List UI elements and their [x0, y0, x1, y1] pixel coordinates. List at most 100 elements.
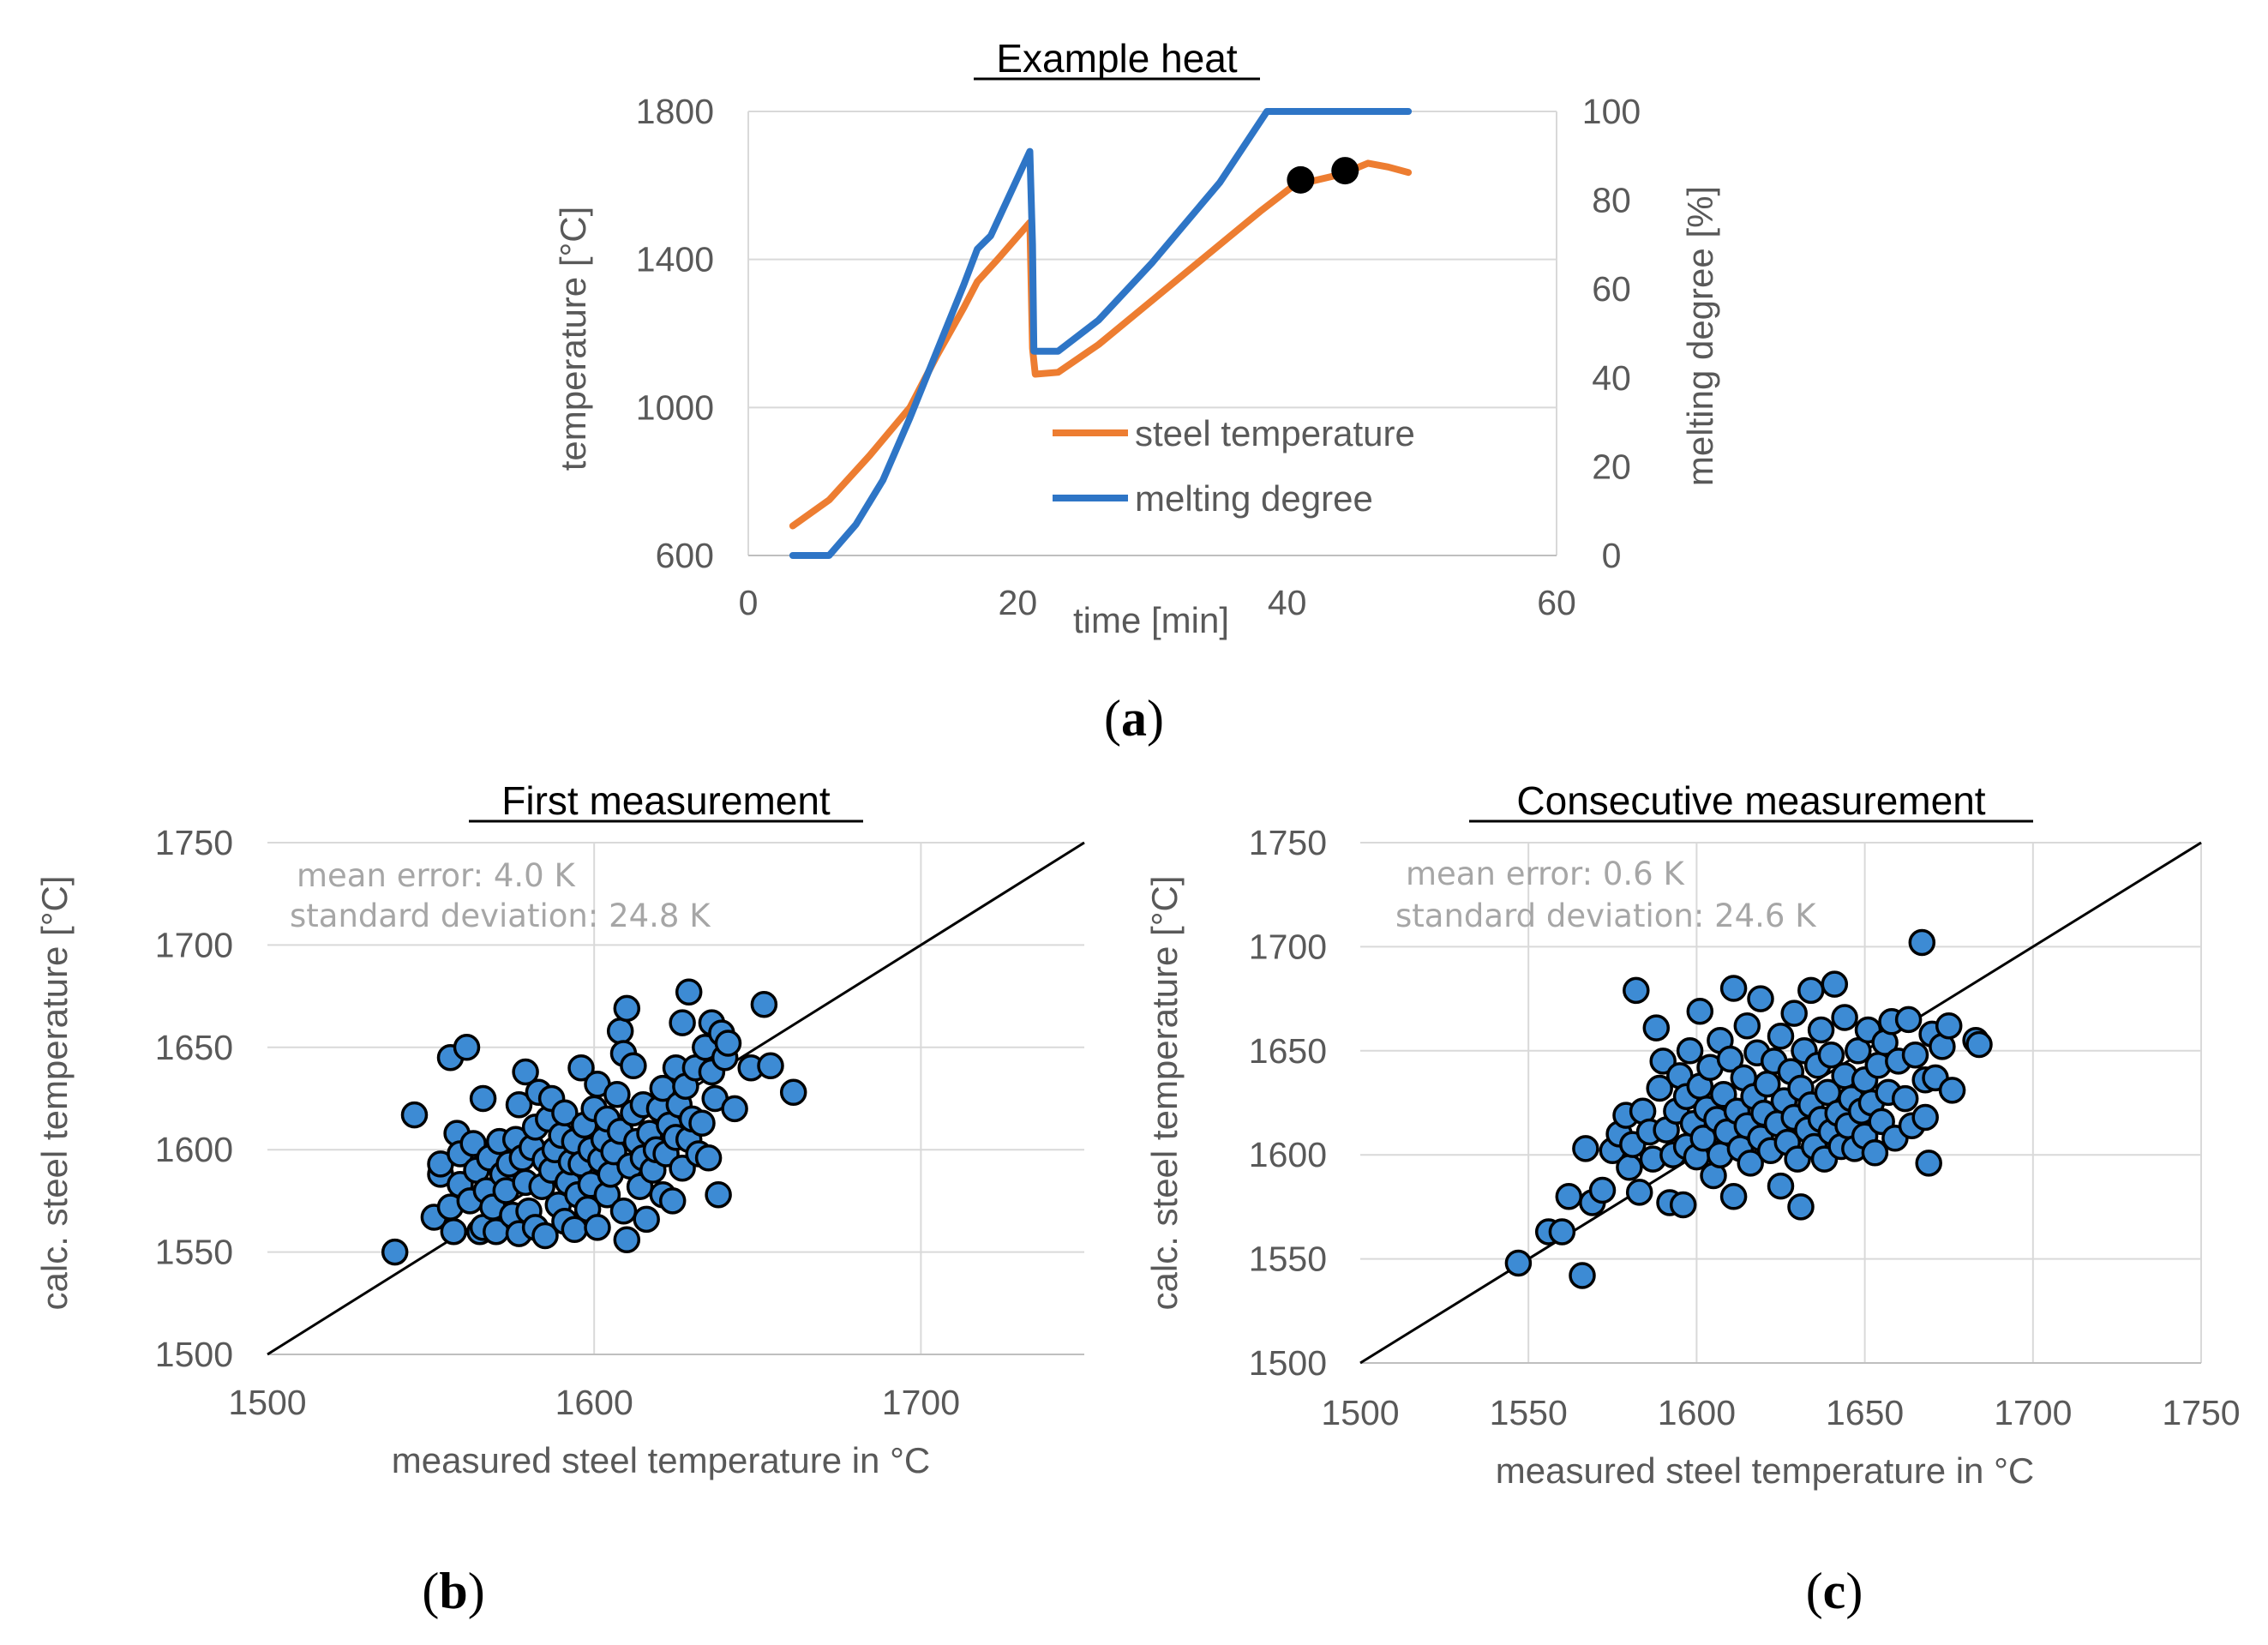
- data-point: [1797, 976, 1825, 1005]
- data-point: [1588, 1176, 1617, 1204]
- data-point: [603, 1080, 631, 1108]
- panel-a-legend: steel temperature melting degree: [1053, 413, 1415, 519]
- y-tick-label: 1750: [1249, 823, 1327, 862]
- panel-b-ylabel: calc. steel temperature [°C]: [34, 876, 75, 1311]
- y-tick-label: 1700: [1249, 927, 1327, 966]
- data-point: [1861, 1139, 1889, 1167]
- data-point: [440, 1217, 468, 1246]
- measurement-marker: [1287, 165, 1315, 194]
- data-point: [658, 1187, 687, 1215]
- panel-a-markers: [1287, 157, 1359, 194]
- data-point: [400, 1101, 429, 1129]
- y2-tick-label: 0: [1602, 536, 1622, 575]
- data-point: [1915, 1150, 1942, 1177]
- data-point: [469, 1084, 497, 1113]
- data-point: [1686, 997, 1714, 1025]
- x-tick-label: 20: [999, 583, 1038, 622]
- data-point: [1719, 975, 1748, 1002]
- y-tick-label: 1600: [155, 1130, 233, 1169]
- panel-a-xlabel: time [min]: [1073, 600, 1229, 640]
- data-point: [613, 1226, 641, 1254]
- y2-tick-label: 80: [1592, 181, 1631, 220]
- y-tick-label: 1550: [1249, 1240, 1327, 1279]
- panel-b-gridlines: [267, 842, 1084, 1355]
- data-point: [613, 994, 641, 1023]
- y-tick-label: 600: [656, 536, 714, 575]
- data-point: [1767, 1172, 1795, 1200]
- series-line-melting-degree: [789, 108, 1413, 559]
- data-point: [620, 1052, 647, 1080]
- data-point: [551, 1099, 579, 1126]
- data-point: [1669, 1191, 1697, 1219]
- data-point: [1548, 1218, 1576, 1246]
- x-tick-label: 1550: [1490, 1393, 1568, 1432]
- panel-a-title: Example heat: [996, 36, 1237, 81]
- x-tick-label: 1650: [1826, 1393, 1904, 1432]
- panel-c-ylabel: calc. steel temperature [°C]: [1144, 876, 1185, 1311]
- data-point: [1821, 970, 1849, 998]
- panel-a-y2label: melting degree [%]: [1680, 186, 1720, 486]
- data-point: [606, 1017, 634, 1045]
- data-point: [721, 1095, 748, 1123]
- panel-b-std-dev: standard deviation: 24.8 K: [290, 898, 711, 934]
- data-point: [1555, 1183, 1583, 1210]
- panel-c-label: (c): [1806, 1563, 1863, 1619]
- y2-tick-label: 20: [1592, 447, 1631, 486]
- x-tick-label: 1750: [2162, 1393, 2240, 1432]
- data-point: [1767, 1023, 1795, 1050]
- y-tick-label: 1800: [636, 92, 714, 131]
- data-point: [675, 978, 703, 1006]
- data-point: [694, 1144, 723, 1172]
- y-tick-label: 1000: [636, 387, 714, 427]
- data-point: [1733, 1012, 1761, 1040]
- y-tick-label: 1500: [1249, 1343, 1327, 1383]
- panel-c-title: Consecutive measurement: [1516, 778, 1985, 823]
- data-point: [1716, 1045, 1744, 1073]
- data-point: [1807, 1016, 1835, 1044]
- data-point: [1787, 1193, 1815, 1221]
- data-point: [1623, 976, 1650, 1005]
- measurement-marker: [1331, 157, 1359, 185]
- data-point: [1616, 1154, 1643, 1181]
- data-point: [1908, 928, 1936, 957]
- x-tick-label: 0: [739, 583, 759, 622]
- data-point: [1831, 1004, 1858, 1031]
- data-point: [688, 1109, 716, 1137]
- x-tick-label: 40: [1268, 583, 1307, 622]
- panel-c-points: [1504, 928, 1993, 1289]
- y-tick-label: 1550: [155, 1233, 233, 1272]
- data-point: [453, 1034, 481, 1061]
- data-point: [1938, 1077, 1966, 1104]
- data-point: [1572, 1135, 1599, 1162]
- y-tick-label: 1650: [1249, 1031, 1327, 1071]
- data-point: [750, 990, 778, 1018]
- data-point: [633, 1205, 660, 1234]
- y-tick-label: 1600: [1249, 1135, 1327, 1174]
- panel-a: Example heat 600100014001800020406080100…: [553, 36, 1720, 640]
- data-point: [381, 1238, 409, 1266]
- legend-label-melting-degree: melting degree: [1135, 478, 1373, 519]
- data-point: [1676, 1037, 1704, 1065]
- panel-c-xlabel: measured steel temperature in °C: [1496, 1450, 2034, 1491]
- x-tick-label: 1700: [882, 1383, 960, 1422]
- panel-c: Consecutive measurement 1500 1550 1600 1650…: [1144, 778, 2241, 1491]
- data-point: [714, 1030, 742, 1057]
- x-tick-label: 1700: [1994, 1393, 2072, 1432]
- data-point: [1891, 1084, 1919, 1113]
- data-point: [1737, 1150, 1764, 1177]
- panel-b-points: [381, 978, 807, 1266]
- panel-b-title: First measurement: [501, 778, 831, 823]
- data-point: [609, 1198, 638, 1225]
- data-point: [1642, 1014, 1671, 1042]
- data-point: [1894, 1006, 1923, 1034]
- panel-b-xlabel: measured steel temperature in °C: [392, 1440, 930, 1480]
- data-point: [505, 1090, 533, 1119]
- data-point: [1649, 1048, 1677, 1075]
- data-point: [1935, 1012, 1963, 1040]
- data-point: [757, 1052, 784, 1080]
- panel-b-mean-error: mean error: 4.0 K: [297, 857, 576, 894]
- y2-tick-label: 60: [1592, 269, 1631, 309]
- data-point: [1901, 1041, 1929, 1069]
